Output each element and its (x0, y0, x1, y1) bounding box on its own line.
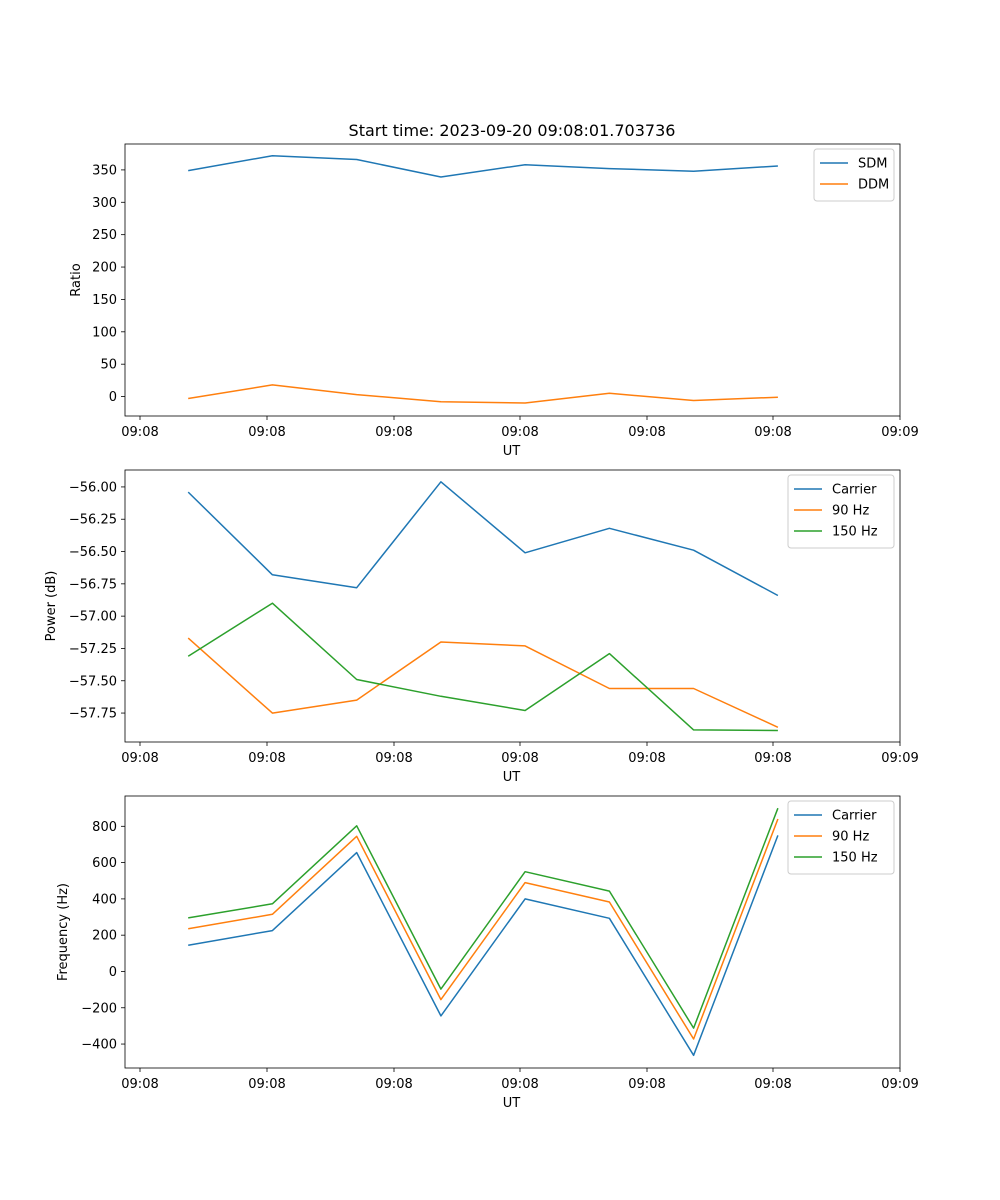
chart-ratio: 09:08 09:08 09:08 09:08 09:08 09:08 09:09 0 50 10… (69, 143, 919, 459)
plot-frame (124, 469, 901, 743)
y-tick-label: −400 (81, 1038, 117, 1053)
x-tick-label: 09:08 (501, 751, 538, 766)
legend-label: 150 Hz (832, 851, 878, 866)
series-line-carrier (187, 481, 779, 597)
legend-label: 150 Hz (832, 525, 878, 540)
x-tick-label: 09:08 (628, 425, 665, 440)
plot-frame (124, 143, 901, 417)
x-tick-label: 09:08 (501, 1077, 538, 1092)
series-line-150-hz (188, 807, 779, 1029)
legend-label: Carrier (832, 483, 877, 498)
y-tick-label: 200 (92, 261, 117, 276)
y-tick-label: −200 (81, 1001, 117, 1016)
x-tick-label: 09:08 (375, 1077, 412, 1092)
y-tick-label: 800 (92, 820, 117, 835)
legend-label: Carrier (832, 809, 877, 824)
x-tick-label: 09:09 (881, 751, 918, 766)
y-axis-label: Ratio (69, 263, 84, 296)
x-tick-label: 09:08 (121, 1077, 158, 1092)
y-tick-label: 150 (92, 293, 117, 308)
legend: SDM DDM (813, 148, 895, 202)
series-line-sdm (188, 154, 778, 178)
y-tick-label: 0 (109, 965, 117, 980)
x-tick-label: 09:08 (248, 425, 285, 440)
chart-power: 09:08 09:08 09:08 09:08 09:08 09:08 09:09 −56.0… (44, 469, 919, 785)
y-tick-label: −57.25 (69, 642, 117, 657)
x-axis-label: UT (503, 444, 521, 459)
legend: Carrier 90 Hz 150 Hz (787, 474, 895, 549)
y-tick-label: 600 (92, 856, 117, 871)
x-tick-label: 09:08 (375, 425, 412, 440)
y-tick-label: −57.50 (69, 674, 117, 689)
y-tick-label: 300 (92, 196, 117, 211)
x-tick-label: 09:08 (121, 751, 158, 766)
series-line-90-hz (187, 637, 779, 728)
series-line-90-hz (188, 818, 779, 1040)
legend-label: SDM (858, 157, 887, 172)
x-tick-label: 09:09 (881, 1077, 918, 1092)
x-tick-label: 09:08 (628, 1077, 665, 1092)
series-line-ddm (188, 384, 778, 404)
x-axis-label: UT (503, 770, 521, 785)
y-tick-label: 250 (92, 228, 117, 243)
x-tick-label: 09:08 (121, 425, 158, 440)
y-tick-label: 0 (109, 390, 117, 405)
y-tick-label: 50 (100, 358, 117, 373)
y-tick-label: 200 (92, 929, 117, 944)
x-tick-label: 09:08 (628, 751, 665, 766)
series-line-150-hz (187, 602, 778, 732)
legend-box (787, 800, 895, 875)
plot-frame (124, 795, 901, 1069)
y-tick-label: −56.25 (69, 513, 117, 528)
figure-title: Start time: 2023-09-20 09:08:01.703736 (349, 121, 676, 140)
x-tick-label: 09:08 (248, 1077, 285, 1092)
x-tick-label: 09:08 (754, 751, 791, 766)
legend-box (813, 148, 895, 202)
y-tick-label: 100 (92, 325, 117, 340)
y-tick-label: −57.00 (69, 610, 117, 625)
y-tick-label: −56.50 (69, 545, 117, 560)
y-axis-label: Frequency (Hz) (56, 883, 71, 981)
x-axis-label: UT (503, 1096, 521, 1111)
x-tick-label: 09:08 (501, 425, 538, 440)
legend-label: DDM (858, 178, 889, 193)
y-tick-label: −57.75 (69, 707, 117, 722)
x-tick-label: 09:08 (754, 425, 791, 440)
legend-label: 90 Hz (832, 830, 869, 845)
x-tick-label: 09:08 (375, 751, 412, 766)
y-tick-label: −56.00 (69, 480, 117, 495)
chart-frequency: 09:08 09:08 09:08 09:08 09:08 09:08 09:09 −400 −… (56, 795, 919, 1111)
legend-box (787, 474, 895, 549)
y-tick-label: 350 (92, 163, 117, 178)
y-axis-label: Power (dB) (44, 571, 59, 642)
legend-label: 90 Hz (832, 504, 869, 519)
y-tick-label: −56.75 (69, 577, 117, 592)
x-tick-label: 09:09 (881, 425, 918, 440)
x-tick-label: 09:08 (248, 751, 285, 766)
legend: Carrier 90 Hz 150 Hz (787, 800, 895, 875)
series-line-carrier (188, 835, 779, 1057)
y-tick-label: 400 (92, 892, 117, 907)
x-tick-label: 09:08 (754, 1077, 791, 1092)
